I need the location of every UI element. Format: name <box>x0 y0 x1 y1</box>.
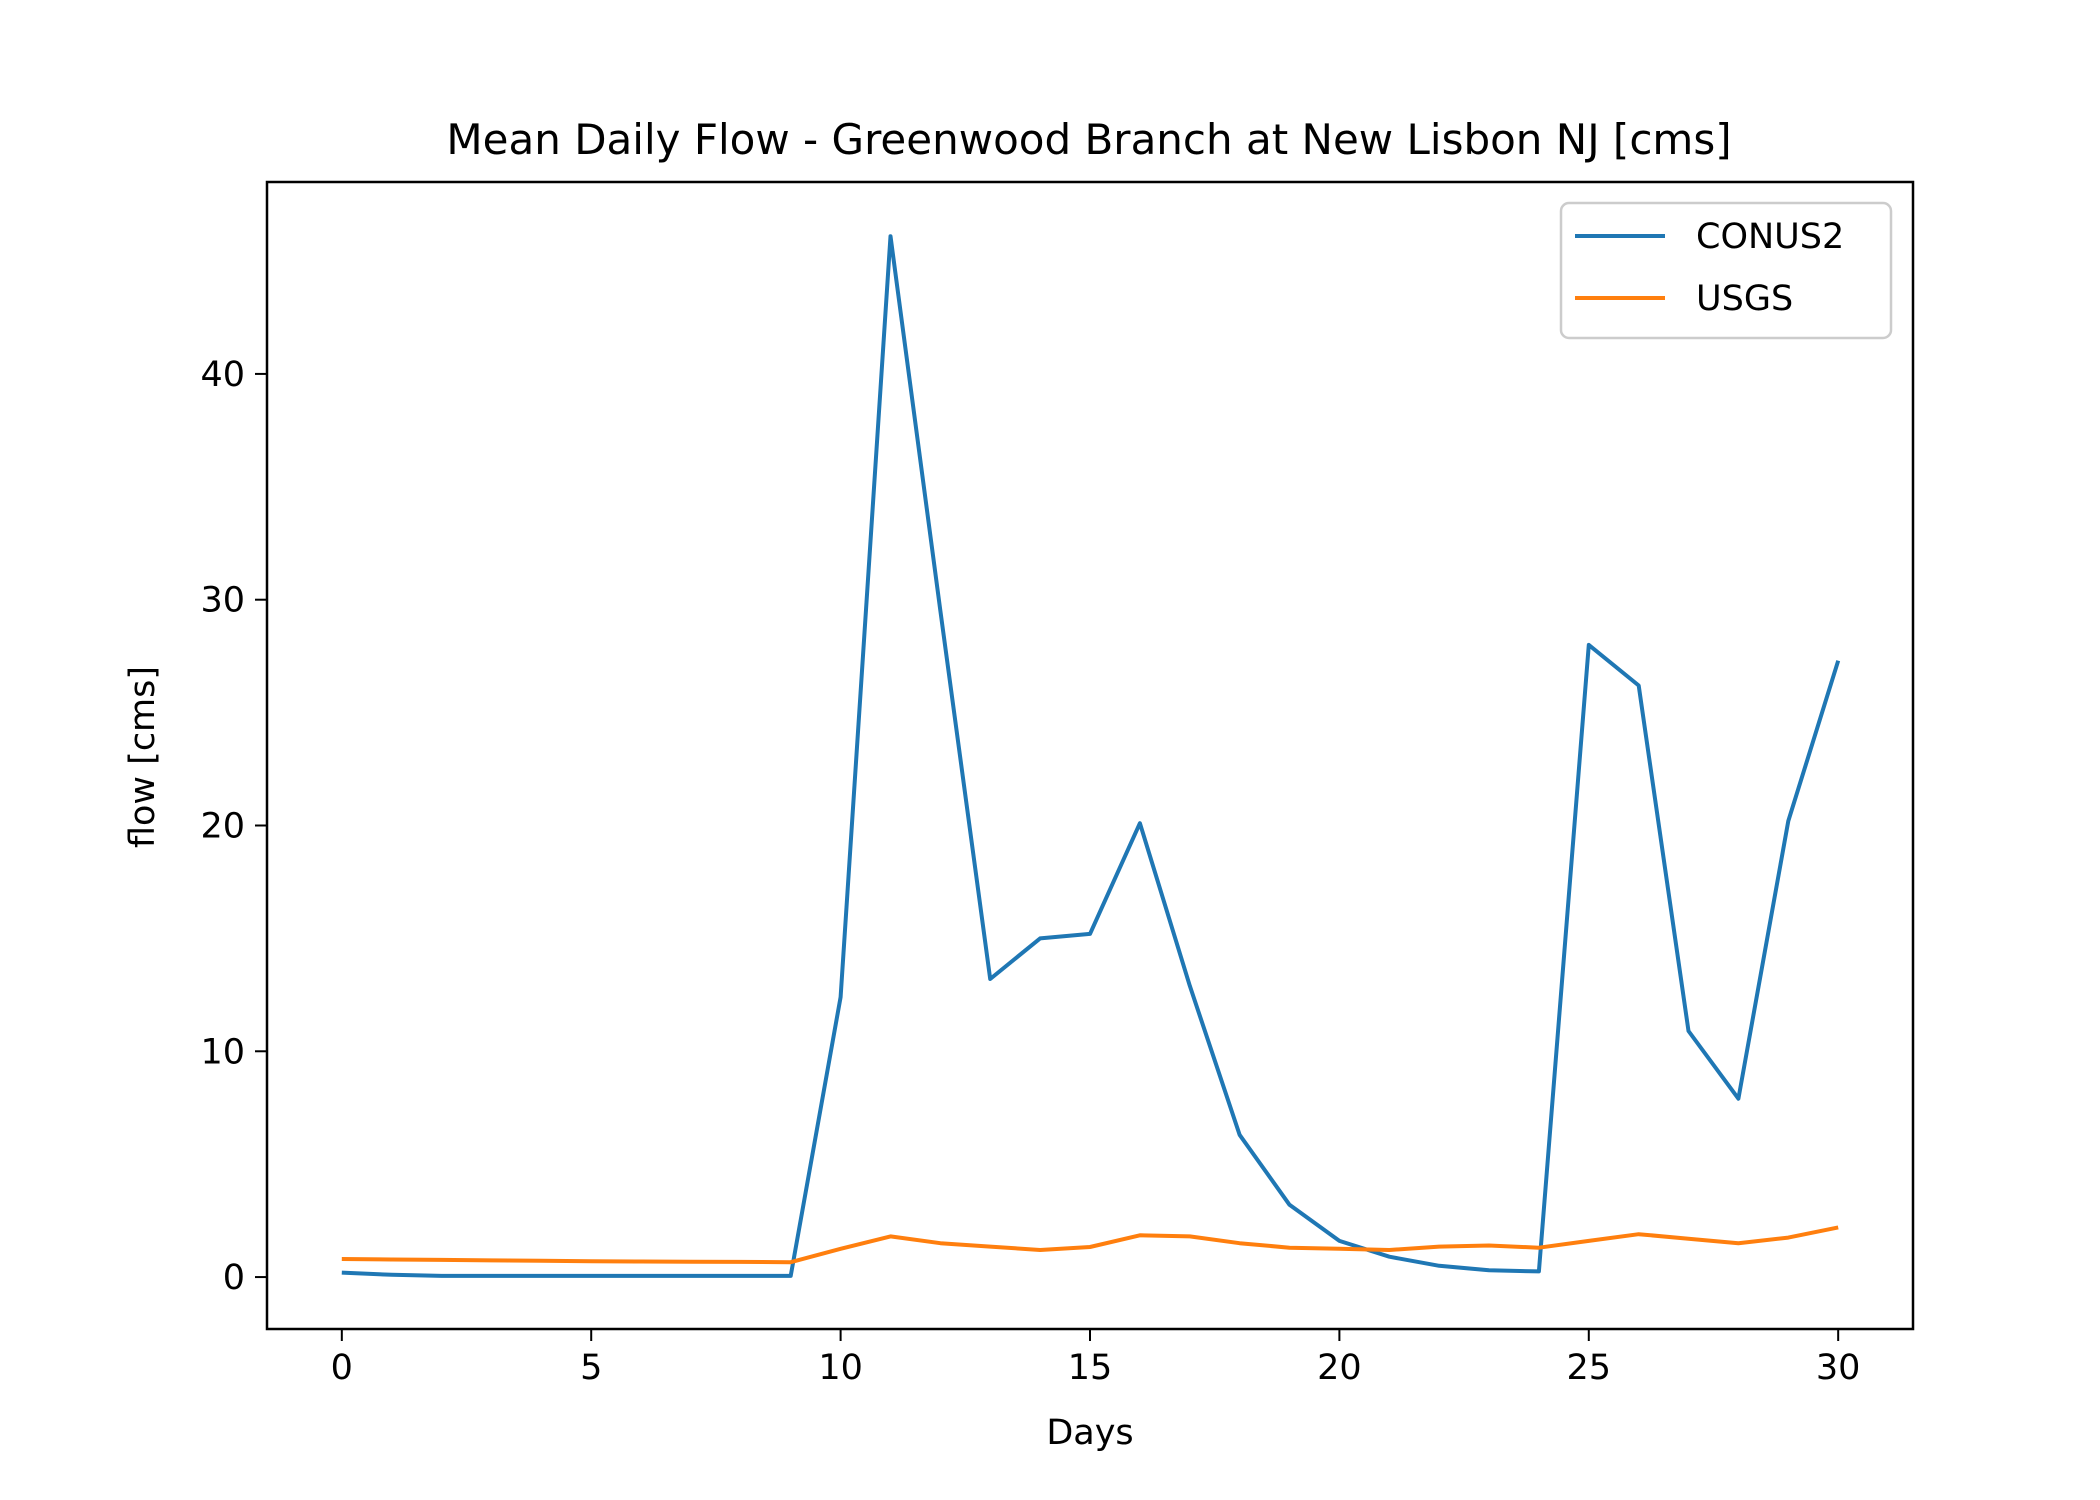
y-axis: 0 10 20 30 40 <box>200 355 267 1298</box>
y-tick-label: 10 <box>200 1032 245 1072</box>
legend-label-usgs: USGS <box>1696 279 1793 319</box>
series-line-conus2 <box>341 234 1841 1278</box>
x-tick-label: 30 <box>1816 1348 1861 1388</box>
x-tick-label: 5 <box>580 1348 602 1388</box>
x-tick-label: 0 <box>331 1348 353 1388</box>
plot-lines <box>341 234 1841 1278</box>
y-axis-label: flow [cms] <box>123 666 163 848</box>
x-tick-label: 15 <box>1068 1348 1113 1388</box>
legend-label-conus2: CONUS2 <box>1696 217 1844 257</box>
x-axis-label: Days <box>1046 1413 1133 1453</box>
chart-title: Mean Daily Flow - Greenwood Branch at Ne… <box>446 115 1731 164</box>
y-tick-label: 0 <box>223 1258 245 1298</box>
y-tick-label: 30 <box>200 581 245 621</box>
series-line-usgs <box>341 1225 1839 1265</box>
x-tick-label: 10 <box>818 1348 863 1388</box>
x-tick-label: 25 <box>1567 1348 1612 1388</box>
x-tick-label: 20 <box>1317 1348 1362 1388</box>
y-tick-label: 40 <box>200 355 245 395</box>
y-tick-label: 20 <box>200 806 245 846</box>
legend: CONUS2 USGS <box>1559 201 1893 340</box>
x-axis: 0 5 10 15 20 25 30 <box>331 1329 1861 1388</box>
